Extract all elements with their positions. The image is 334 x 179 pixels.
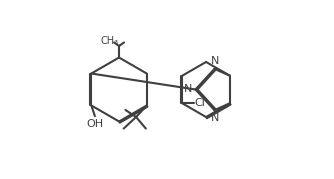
Text: N: N xyxy=(184,84,192,94)
Text: Cl: Cl xyxy=(195,98,205,108)
Text: N: N xyxy=(211,113,219,123)
Text: N: N xyxy=(211,56,219,66)
Text: CH₃: CH₃ xyxy=(100,36,118,46)
Text: OH: OH xyxy=(87,119,104,129)
